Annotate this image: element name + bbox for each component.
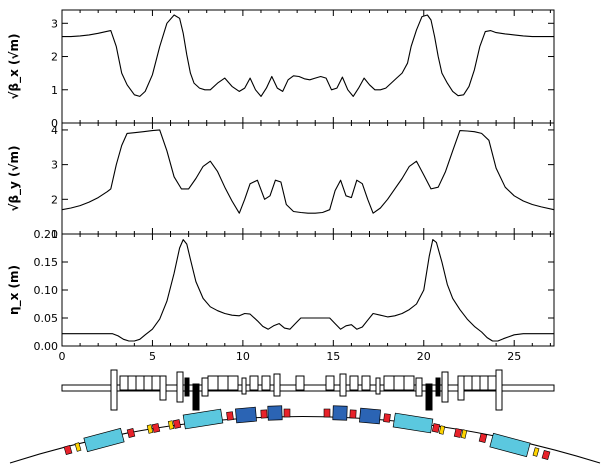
- lattice-element: [375, 377, 381, 395]
- lattice-element: [249, 375, 259, 391]
- y-tick-label: 3: [51, 17, 58, 30]
- lattice-element: [273, 373, 281, 397]
- lattice-element: [393, 375, 405, 391]
- sextupole-element: [151, 423, 161, 433]
- beta-y-plot-frame: [61, 122, 555, 235]
- quadrupole-element: [359, 407, 381, 425]
- quadrupole-element: [332, 405, 348, 421]
- y-tick-label: 2: [51, 51, 58, 64]
- sextupole-element: [383, 413, 391, 423]
- lattice-element: [176, 371, 184, 403]
- plot-panels: 0 1 2 3 √β_x (√m) 1 2 3 4 √β_y (√m) 0.00 0.05 0.10 0.…: [7, 9, 555, 363]
- lattice-element: [463, 375, 473, 391]
- y-tick-label: 0.00: [34, 340, 59, 353]
- sextupole-element: [453, 428, 463, 438]
- x-tick-label: 10: [236, 350, 250, 363]
- y-tick-label: 0.05: [34, 312, 59, 325]
- dipole-element: [392, 412, 434, 434]
- lattice-element: [425, 383, 433, 411]
- sextupole-element: [478, 433, 488, 443]
- beta-x-series-line: [62, 14, 554, 97]
- sextupole-element: [126, 428, 136, 438]
- lattice-element: [119, 375, 129, 391]
- eta-x-plot-frame: [61, 233, 555, 347]
- lattice-element: [151, 375, 161, 391]
- eta-x-series-line: [62, 239, 554, 342]
- lattice-element: [241, 377, 247, 395]
- sextupole-element: [283, 408, 291, 418]
- sextupole-element: [172, 419, 182, 429]
- lattice-element: [261, 375, 271, 391]
- lattice-element: [201, 377, 209, 397]
- lattice-element: [110, 369, 118, 411]
- beamline-pipe: [61, 384, 555, 392]
- corrector-element: [438, 425, 446, 435]
- corrector-element: [460, 429, 468, 439]
- lattice-element: [339, 373, 347, 397]
- beta-y-series-line: [61, 129, 555, 214]
- beta-x-plot-frame: [61, 9, 555, 124]
- x-tick-label: 5: [149, 350, 156, 363]
- lattice-element: [435, 377, 441, 397]
- lattice-element: [159, 375, 167, 401]
- y-tick-label: 2: [51, 193, 58, 206]
- y-tick-label: 3: [51, 159, 58, 172]
- lattice-element: [192, 383, 200, 411]
- lattice-element: [295, 375, 305, 391]
- quadrupole-element: [235, 406, 257, 424]
- corrector-element: [167, 420, 175, 430]
- corrector-element: [146, 424, 154, 434]
- lattice-element: [403, 375, 415, 391]
- dipole-element: [83, 427, 125, 453]
- lattice-layout-linear: [61, 369, 555, 411]
- lattice-element: [227, 375, 239, 391]
- sextupole-element: [63, 444, 73, 456]
- eta-x-axis-label: η_x (m): [7, 265, 22, 315]
- lattice-element: [217, 375, 229, 391]
- lattice-element: [487, 375, 497, 391]
- lattice-element: [479, 375, 489, 391]
- x-tick-label: 15: [326, 350, 340, 363]
- corrector-element: [74, 442, 82, 452]
- beta-y-axis-label: √β_y (√m): [7, 145, 22, 211]
- x-tick-label: 0: [59, 350, 66, 363]
- lattice-ring-schematic: [9, 405, 601, 464]
- lattice-element: [349, 375, 359, 391]
- lattice-element: [441, 371, 449, 403]
- sextupole-element: [349, 409, 357, 419]
- y-tick-label: 0: [51, 117, 58, 130]
- lattice-element: [325, 375, 335, 391]
- dipole-element: [182, 408, 224, 430]
- y-tick-label: 4: [51, 124, 58, 137]
- lattice-element: [471, 375, 481, 391]
- sextupole-element: [541, 449, 551, 461]
- lattice-element: [457, 375, 465, 401]
- beta-x-axis-label: √β_x (√m): [7, 34, 22, 100]
- quadrupole-element: [267, 405, 283, 421]
- sextupole-element: [323, 408, 331, 418]
- sextupole-element: [226, 411, 234, 421]
- lattice-element: [143, 375, 153, 391]
- sextupole-element: [431, 423, 441, 433]
- lattice-element: [207, 375, 219, 391]
- sextupole-element: [260, 409, 268, 419]
- y-tick-label: 0.20: [34, 228, 59, 241]
- lattice-element: [127, 375, 137, 391]
- lattice-element: [415, 377, 423, 397]
- y-tick-label: 0.10: [34, 284, 59, 297]
- x-tick-label: 25: [507, 350, 521, 363]
- dipole-element: [489, 432, 531, 458]
- y-tick-label: 1: [51, 228, 58, 241]
- lattice-element: [361, 375, 371, 391]
- lattice-element: [383, 375, 395, 391]
- y-tick-label: 1: [51, 84, 58, 97]
- corrector-element: [532, 447, 540, 457]
- lattice-element: [135, 375, 145, 391]
- y-tick-label: 0.15: [34, 256, 59, 269]
- lattice-element: [495, 369, 503, 411]
- lattice-element: [184, 377, 190, 397]
- x-tick-label: 20: [417, 350, 431, 363]
